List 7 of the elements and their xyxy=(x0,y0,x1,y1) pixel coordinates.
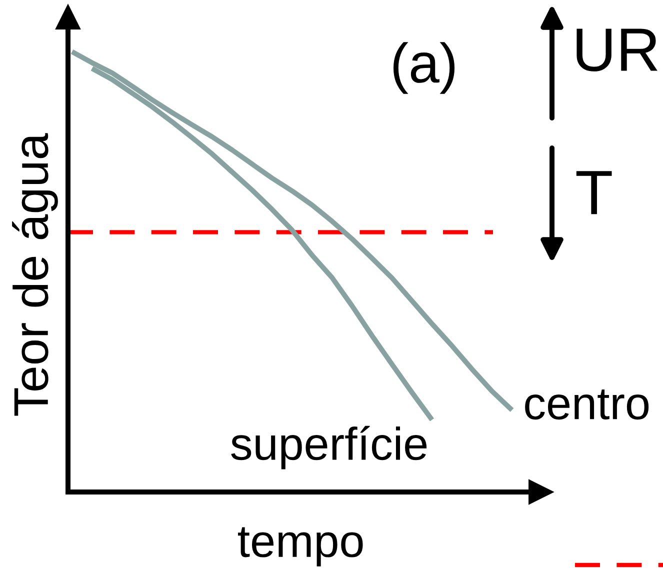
series-label: superfície xyxy=(231,426,427,470)
text: UR xyxy=(576,28,658,72)
x-axis-title: tempo xyxy=(238,527,363,566)
text: T xyxy=(576,171,612,214)
series-label: centro xyxy=(525,390,649,420)
y-axis-title: Teor de água xyxy=(12,133,58,416)
annotation: (a) xyxy=(394,42,455,94)
